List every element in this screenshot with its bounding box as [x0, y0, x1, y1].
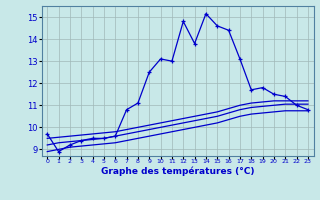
X-axis label: Graphe des températures (°C): Graphe des températures (°C) [101, 167, 254, 176]
